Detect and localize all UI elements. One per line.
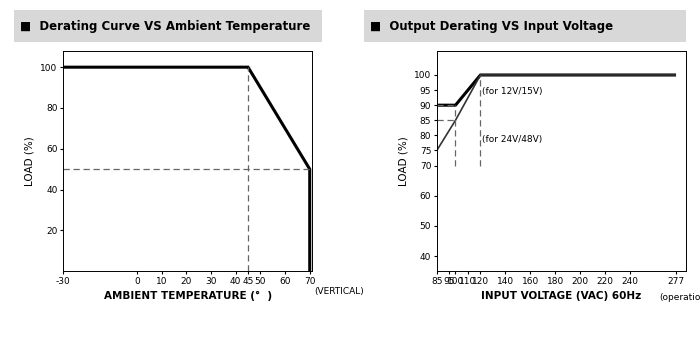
Y-axis label: LOAD (%): LOAD (%) [398,136,408,186]
Text: (operational): (operational) [659,293,700,302]
Text: (VERTICAL): (VERTICAL) [315,286,365,296]
Text: ■  Output Derating VS Input Voltage: ■ Output Derating VS Input Voltage [370,20,614,33]
Text: (for 24V/48V): (for 24V/48V) [482,135,542,144]
Text: ■  Derating Curve VS Ambient Temperature: ■ Derating Curve VS Ambient Temperature [20,20,311,33]
X-axis label: INPUT VOLTAGE (VAC) 60Hz: INPUT VOLTAGE (VAC) 60Hz [482,291,641,301]
X-axis label: AMBIENT TEMPERATURE (°  ): AMBIENT TEMPERATURE (° ) [104,291,272,301]
Y-axis label: LOAD (%): LOAD (%) [25,136,34,186]
Text: (for 12V/15V): (for 12V/15V) [482,87,542,96]
